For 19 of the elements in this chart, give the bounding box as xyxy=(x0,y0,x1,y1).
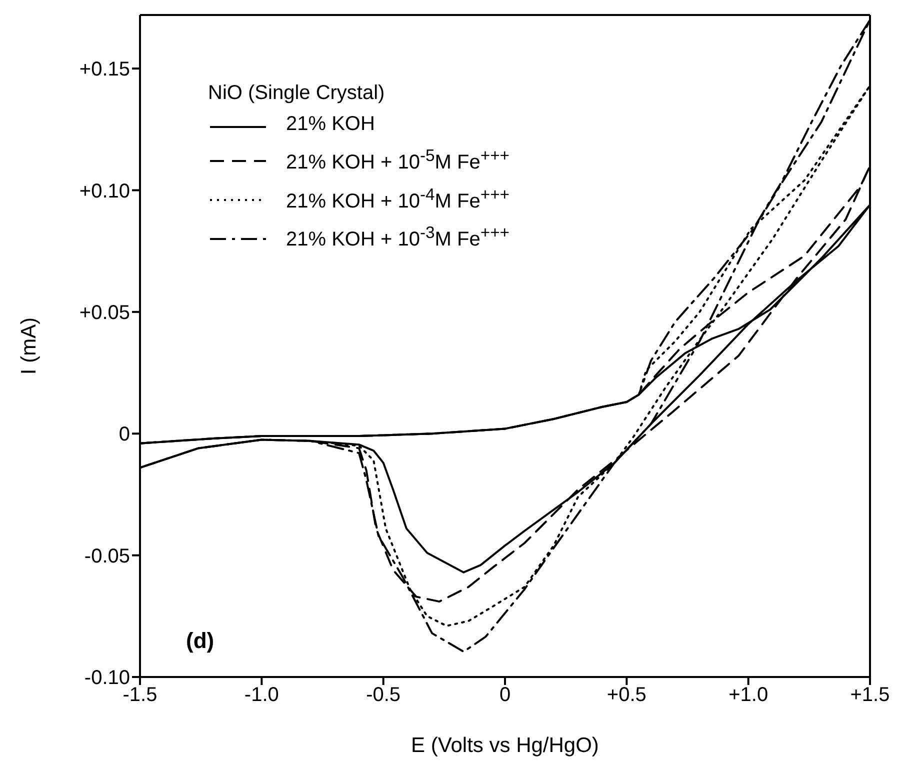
x-axis-title: E (Volts vs Hg/HgO) xyxy=(411,734,599,757)
legend-label: 21% KOH + 10$^{-5}$M Fe$^{+++}$ xyxy=(286,145,510,176)
x-tick-label: +0.5 xyxy=(606,684,646,706)
y-tick-label: 0 xyxy=(118,424,130,446)
x-tick-label: -1.0 xyxy=(244,684,279,706)
x-tick-label: +1.5 xyxy=(850,684,890,706)
legend-label: 21% KOH + 10$^{-3}$M Fe$^{+++}$ xyxy=(286,222,510,253)
x-tick-label: 0 xyxy=(499,684,511,706)
y-tick-label: -0.05 xyxy=(84,545,130,568)
x-tick-label: +1.0 xyxy=(728,684,768,706)
x-tick-label: -0.5 xyxy=(366,684,401,706)
legend-label: 21% KOH + 10$^{-4}$M Fe$^{+++}$ xyxy=(286,184,510,214)
y-axis-title: I (mA) xyxy=(17,317,40,375)
annotation: (d) xyxy=(186,628,214,654)
y-tick-label: +0.05 xyxy=(79,302,130,324)
legend-label: 21% KOH xyxy=(286,112,375,137)
y-tick-label: +0.15 xyxy=(79,58,130,81)
legend-title: NiO (Single Crystal) xyxy=(208,81,386,106)
y-tick-label: +0.10 xyxy=(79,180,130,202)
